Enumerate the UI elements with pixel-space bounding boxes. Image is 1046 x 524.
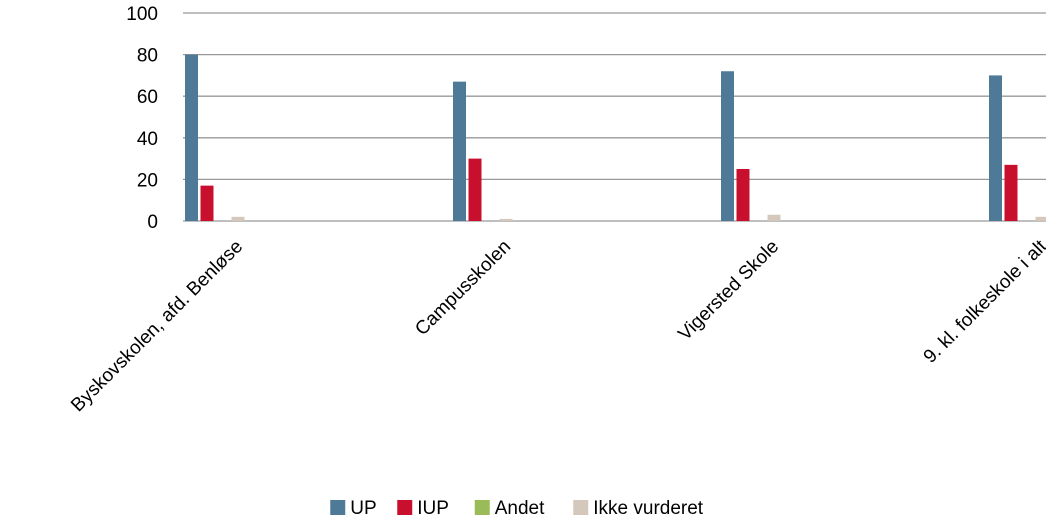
legend-label: Ikke vurderet — [593, 498, 704, 519]
bar — [989, 75, 1002, 222]
bar — [1035, 216, 1046, 221]
y-tick-label: 60 — [137, 87, 158, 108]
bar — [767, 214, 781, 221]
legend-swatch — [330, 500, 346, 515]
bar — [453, 81, 466, 221]
y-tick-label: 100 — [126, 4, 158, 25]
y-tick-label: 20 — [137, 170, 158, 191]
legend-label: UP — [350, 498, 376, 519]
x-tick-label: Campusskolen — [411, 236, 515, 340]
legend-swatch — [474, 500, 490, 515]
bar — [736, 169, 750, 221]
bar — [499, 218, 513, 221]
legend-label: IUP — [417, 498, 449, 519]
x-tick-label: 9. kl. folkeskole i alt — [920, 236, 1046, 368]
legend-swatch — [573, 500, 589, 515]
x-tick-label: Byskovskolen, afd. Benløse — [67, 236, 247, 416]
legend-swatch — [397, 500, 413, 515]
bar — [1004, 164, 1018, 221]
bar — [185, 54, 198, 221]
x-tick-label: Vigersted Skole — [674, 236, 783, 345]
bar — [200, 185, 214, 221]
bar — [721, 71, 734, 222]
y-tick-label: 0 — [147, 212, 158, 233]
bar — [468, 158, 482, 221]
y-tick-label: 80 — [137, 46, 158, 67]
y-tick-label: 40 — [137, 129, 158, 150]
bar — [231, 216, 245, 221]
legend-label: Andet — [495, 498, 545, 519]
